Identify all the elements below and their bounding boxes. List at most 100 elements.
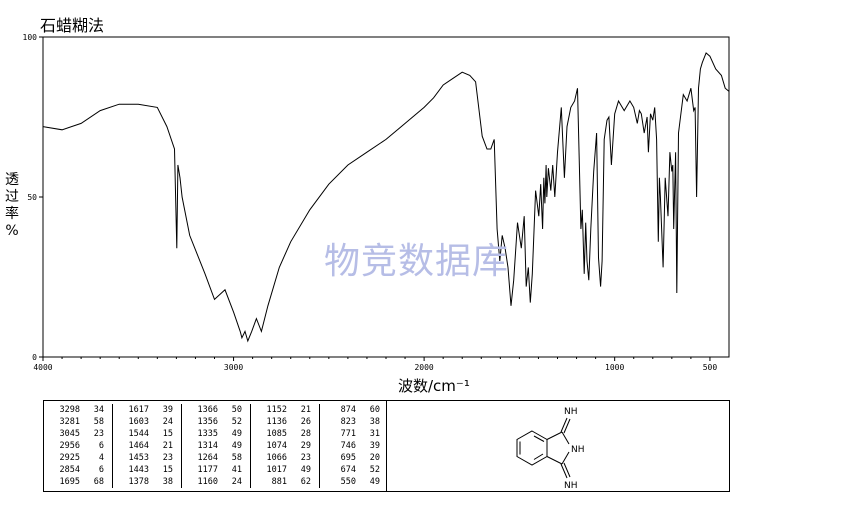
peak-table-row: 1443 15 [113,464,181,476]
peak-table-row: 1603 24 [113,416,181,428]
peak-transmittance: 41 [231,465,242,475]
peak-wavenumber: 1136 [266,417,287,427]
peak-table-row: 1152 21 [251,404,319,416]
peak-table-row: 1378 38 [113,476,181,488]
peak-table-row: 695 20 [320,452,388,464]
peak-transmittance: 49 [231,429,242,439]
imine-bond-top [560,417,568,433]
peak-wavenumber: 1017 [266,465,287,475]
peak-transmittance: 49 [231,441,242,451]
peak-transmittance: 15 [162,465,173,475]
y-tick-label: 50 [27,193,37,202]
peak-table-row: 1314 49 [182,440,250,452]
peak-wavenumber: 1356 [197,417,218,427]
peak-table-row: 1335 49 [182,428,250,440]
x-tick-label: 500 [703,363,718,372]
peak-transmittance: 26 [300,417,311,427]
peak-wavenumber: 1177 [197,465,218,475]
peak-transmittance: 58 [231,453,242,463]
peak-transmittance: 20 [369,453,380,463]
spectrum-title: 石蜡糊法 [40,16,105,35]
peak-table-row: 550 49 [320,476,388,488]
peak-wavenumber: 2854 [59,465,80,475]
peak-transmittance: 24 [162,417,173,427]
peak-table: 3298 34 3281 58 3045 23 2956 6 2925 4 2854 6 1695 68 1… [43,400,387,492]
peak-table-row: 2956 6 [44,440,112,452]
peak-wavenumber: 874 [340,405,356,415]
peak-wavenumber: 1160 [197,477,218,487]
peak-table-row: 3281 58 [44,416,112,428]
peak-wavenumber: 1085 [266,429,287,439]
peak-wavenumber: 771 [340,429,356,439]
peak-transmittance: 62 [300,477,311,487]
peak-transmittance: 39 [162,405,173,415]
peak-table-row: 1617 39 [113,404,181,416]
peak-table-row: 1264 58 [182,452,250,464]
peak-table-row: 1453 23 [113,452,181,464]
peak-table-column: 1617 39 1603 24 1544 15 1464 21 1453 23 1443 15 1378… [113,404,182,488]
structure-panel: NH NH NH [387,400,730,492]
peak-wavenumber: 881 [271,477,287,487]
peak-transmittance: 31 [369,429,380,439]
peak-table-row: 2925 4 [44,452,112,464]
peak-transmittance: 60 [369,405,380,415]
x-tick-label: 4000 [33,363,52,372]
peak-transmittance: 4 [98,453,104,463]
nh-label-middle: NH [571,445,585,455]
peak-table-row: 1366 50 [182,404,250,416]
peak-table-row: 674 52 [320,464,388,476]
peak-transmittance: 50 [231,405,242,415]
peak-table-row: 3298 34 [44,404,112,416]
y-tick-label: 0 [32,353,37,362]
peak-wavenumber: 746 [340,441,356,451]
x-axis-label: 波数/cm⁻¹ [398,377,470,395]
x-tick-label: 2000 [414,363,433,372]
peak-wavenumber: 1314 [197,441,218,451]
y-tick-label: 100 [23,33,38,42]
imine-bond-bottom [560,463,568,479]
peak-transmittance: 38 [369,417,380,427]
peak-table-row: 1066 23 [251,452,319,464]
peak-table-row: 881 62 [251,476,319,488]
peak-wavenumber: 1335 [197,429,218,439]
peak-wavenumber: 1074 [266,441,287,451]
peak-transmittance: 6 [98,465,104,475]
peak-transmittance: 38 [162,477,173,487]
peak-wavenumber: 1695 [59,477,80,487]
peak-wavenumber: 1453 [128,453,149,463]
nh-label-bottom: NH [564,481,578,491]
ring-bond-bottom [546,456,563,465]
peak-table-row: 1074 29 [251,440,319,452]
peak-table-row: 823 38 [320,416,388,428]
x-tick-label: 3000 [224,363,243,372]
peak-transmittance: 58 [93,417,104,427]
peak-table-row: 2854 6 [44,464,112,476]
peak-wavenumber: 1603 [128,417,149,427]
peak-transmittance: 52 [231,417,242,427]
peak-wavenumber: 1378 [128,477,149,487]
watermark: 物竞数据库 [324,241,510,282]
peak-table-row: 1464 21 [113,440,181,452]
peak-table-row: 1160 24 [182,476,250,488]
peak-wavenumber: 1264 [197,453,218,463]
peak-transmittance: 23 [300,453,311,463]
peak-wavenumber: 695 [340,453,356,463]
peak-table-column: 874 60 823 38 771 31 746 39 695 20 674 52 550 49 [320,404,388,488]
peak-table-row: 1017 49 [251,464,319,476]
peak-table-column: 1152 21 1136 26 1085 28 1074 29 1066 23 1017 49 881 6… [251,404,320,488]
plot-frame [42,36,730,358]
peak-table-column: 1366 50 1356 52 1335 49 1314 49 1264 58 1177 41 1160… [182,404,251,488]
peak-wavenumber: 550 [340,477,356,487]
benzene-ring [516,430,548,466]
peak-wavenumber: 3281 [59,417,80,427]
peak-transmittance: 23 [162,453,173,463]
peak-wavenumber: 1464 [128,441,149,451]
peak-wavenumber: 1366 [197,405,218,415]
peak-transmittance: 68 [93,477,104,487]
ring-bond-top [546,431,563,440]
peak-transmittance: 21 [300,405,311,415]
peak-table-row: 771 31 [320,428,388,440]
peak-transmittance: 39 [369,441,380,451]
peak-table-row: 1356 52 [182,416,250,428]
peak-table-row: 874 60 [320,404,388,416]
